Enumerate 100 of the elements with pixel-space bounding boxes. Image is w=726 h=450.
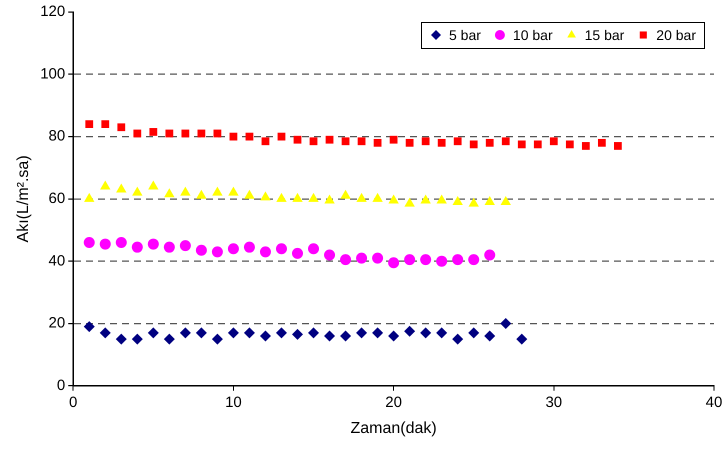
point: [116, 237, 127, 248]
point: [260, 191, 271, 200]
point: [165, 130, 174, 138]
x-tick-label: 0: [69, 394, 78, 411]
point: [164, 188, 175, 198]
point: [246, 132, 254, 140]
point: [85, 120, 94, 128]
point: [388, 194, 399, 204]
legend-label: 5 bar: [449, 26, 482, 43]
point: [372, 252, 384, 264]
x-tick-label: 10: [225, 394, 242, 411]
point: [406, 138, 414, 147]
point: [614, 142, 622, 150]
point: [180, 186, 191, 196]
point: [436, 327, 448, 338]
point: [84, 321, 95, 332]
point: [550, 137, 558, 146]
point: [518, 140, 526, 148]
x-tick-label: 20: [385, 394, 402, 411]
point: [196, 190, 207, 199]
point: [484, 196, 495, 206]
point: [230, 132, 238, 140]
point: [228, 243, 239, 254]
point: [292, 248, 303, 259]
point: [454, 137, 462, 146]
point: [374, 138, 382, 147]
point: [324, 249, 336, 260]
point: [148, 327, 159, 338]
point: [181, 130, 190, 138]
point: [356, 192, 367, 202]
point: [244, 327, 255, 338]
point: [197, 130, 206, 138]
point: [438, 138, 446, 147]
point: [484, 249, 496, 260]
point: [324, 330, 336, 342]
point: [294, 136, 302, 144]
x-tick-label: 30: [545, 394, 562, 411]
point: [420, 327, 432, 338]
point: [468, 254, 480, 266]
point: [436, 256, 448, 267]
point: [164, 334, 175, 345]
y-tick-label: 60: [48, 190, 66, 208]
point: [180, 327, 191, 338]
point: [132, 242, 143, 253]
point: [326, 136, 334, 144]
point: [420, 194, 431, 204]
point: [196, 244, 207, 256]
point: [148, 180, 159, 190]
point: [516, 334, 528, 345]
point: [436, 194, 447, 204]
point: [116, 184, 126, 193]
point: [388, 330, 400, 342]
point: [244, 190, 255, 199]
point: [148, 238, 159, 250]
point: [308, 192, 319, 202]
point: [116, 334, 127, 345]
point: [502, 137, 510, 146]
point: [582, 142, 590, 150]
point: [262, 137, 270, 146]
legend-label: 20 bar: [656, 26, 696, 43]
point: [214, 130, 222, 138]
point: [278, 132, 286, 140]
point: [390, 136, 398, 144]
y-tick-label: 120: [40, 3, 66, 20]
y-tick-label: 100: [40, 65, 66, 82]
point: [212, 334, 223, 345]
point: [228, 186, 239, 196]
point: [260, 330, 271, 342]
legend-label: 10 bar: [512, 26, 553, 43]
point: [468, 198, 479, 207]
point: [196, 327, 207, 338]
point: [566, 140, 574, 148]
point: [132, 334, 143, 345]
point: [310, 137, 318, 146]
point: [132, 186, 142, 196]
point: [340, 254, 352, 266]
point: [420, 254, 432, 266]
point: [486, 138, 494, 147]
point: [276, 327, 287, 338]
legend-label: 15 bar: [584, 26, 625, 43]
point: [470, 140, 478, 148]
point: [164, 242, 175, 253]
point: [180, 240, 191, 252]
point: [372, 327, 384, 338]
point: [324, 194, 335, 204]
point: [292, 328, 303, 340]
point: [452, 254, 464, 266]
y-axis-title: Akı(L/m².sa): [15, 155, 32, 242]
y-tick-label: 0: [56, 376, 66, 394]
y-tick-label: 80: [48, 128, 66, 145]
y-tick-label: 20: [48, 314, 66, 332]
point: [100, 327, 111, 338]
point: [117, 123, 126, 132]
point: [484, 330, 496, 342]
point: [598, 138, 606, 147]
x-axis-title: Zaman(dak): [350, 420, 437, 437]
point: [468, 327, 480, 338]
point: [358, 137, 366, 146]
point: [534, 140, 542, 148]
x-tick-label: 40: [706, 394, 722, 411]
